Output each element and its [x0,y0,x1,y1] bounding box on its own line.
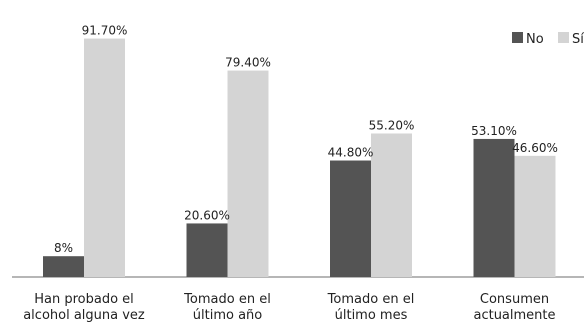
category-labels-group: Han probado el alcohol alguna vez Tomado e… [23,292,555,323]
value-label-no-4: 53.10% [471,124,517,138]
bar-sí-3 [371,133,412,277]
bar-no-1 [43,256,84,277]
category-label-3: Tomado en el último mes [327,292,415,323]
category-label-4: Consumen actualmente [473,292,555,323]
legend: No Sí [512,32,584,47]
value-label-sí-4: 46.60% [512,141,558,155]
value-label-sí-2: 79.40% [225,56,271,70]
value-label-no-3: 44.80% [328,146,374,160]
bar-no-2 [186,223,228,277]
bar-no-3 [330,160,371,277]
bar-no-4 [473,138,515,277]
bars-group [43,38,556,277]
value-label-no-1: 8% [54,241,73,255]
legend-label-sí: Sí [572,32,584,47]
legend-swatch-sí [558,32,569,43]
bar-sí-2 [227,70,269,277]
value-labels-group: 8% 91.70% 20.60% 79.40% 44.80% 55.20% 53.10% 46… [54,24,558,256]
value-label-no-2: 20.60% [184,208,230,222]
legend-swatch-no [512,32,523,43]
legend-label-no: No [526,32,544,47]
value-label-sí-3: 55.20% [369,118,415,132]
bar-sí-1 [84,38,125,277]
category-label-2: Tomado en el último año [183,292,271,323]
category-label-1: Han probado el alcohol alguna vez [23,292,145,323]
bar-sí-4 [514,155,556,277]
value-label-sí-1: 91.70% [82,24,128,38]
